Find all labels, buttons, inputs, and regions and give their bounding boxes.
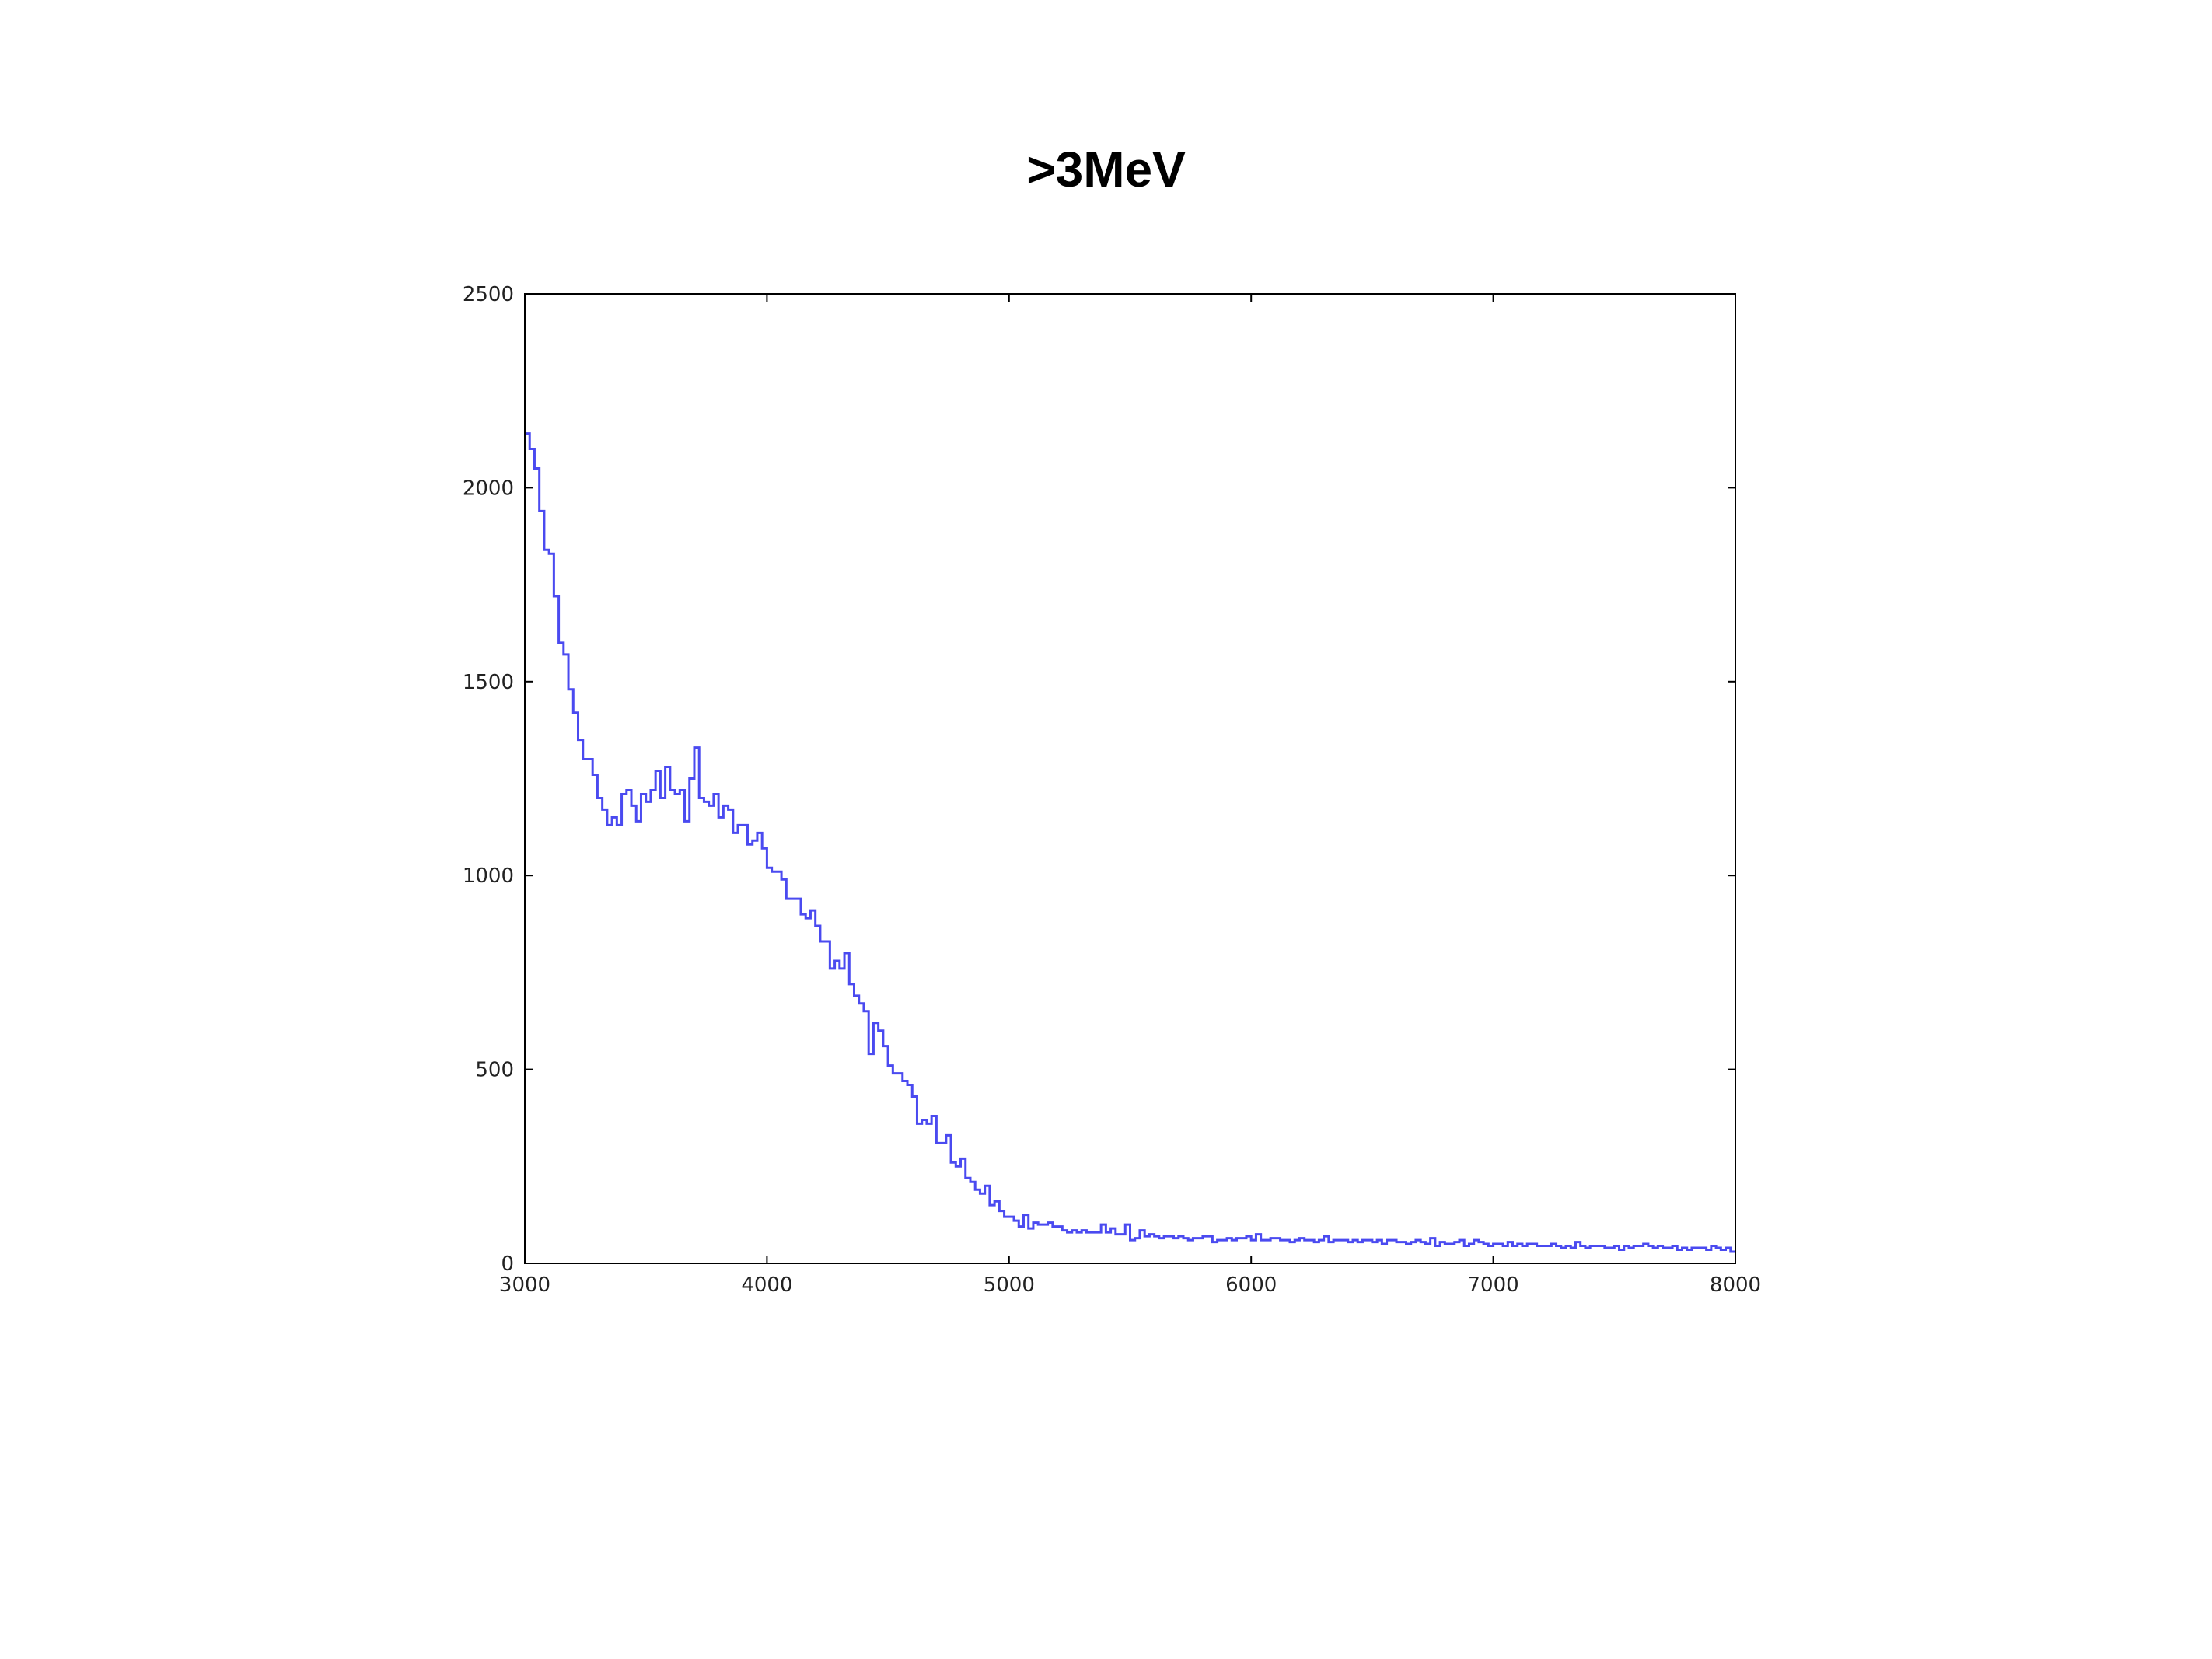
- series-step-line: [525, 432, 1735, 1253]
- y-tick-label: 500: [475, 1059, 514, 1082]
- y-tick-label: 0: [501, 1252, 514, 1276]
- y-tick-label: 2000: [463, 477, 514, 500]
- x-tick-labels: 3000 4000 5000 6000 7000 8000: [499, 1273, 1761, 1297]
- x-tick-label: 7000: [1468, 1273, 1519, 1297]
- axis-ticks: [524, 293, 1736, 1264]
- x-tick-label: 4000: [741, 1273, 792, 1297]
- y-tick-label: 2500: [463, 283, 514, 306]
- slide-title: >3MeV: [1026, 141, 1186, 197]
- x-tick-label: 6000: [1225, 1273, 1277, 1297]
- y-tick-label: 1500: [463, 671, 514, 694]
- y-tick-label: 1000: [463, 864, 514, 888]
- x-tick-label: 8000: [1710, 1273, 1761, 1297]
- x-tick-label: 5000: [984, 1273, 1035, 1297]
- plot-area-frame: [524, 293, 1736, 1264]
- x-tick-label: 3000: [499, 1273, 550, 1297]
- y-tick-labels: 0 500 1000 1500 2000 2500: [463, 283, 514, 1276]
